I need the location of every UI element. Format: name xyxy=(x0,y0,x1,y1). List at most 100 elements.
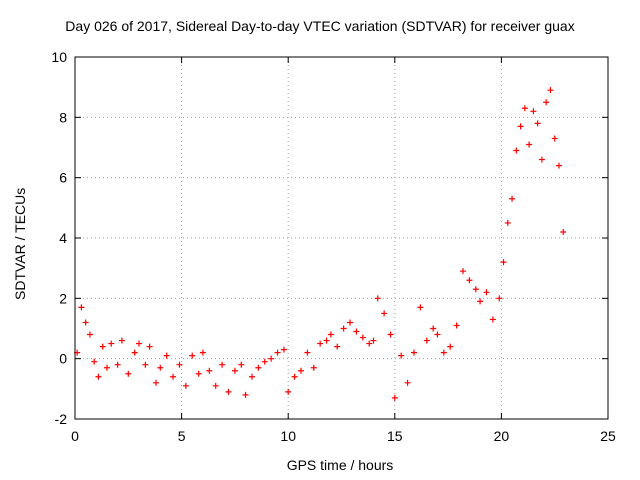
data-point xyxy=(118,337,125,344)
data-point xyxy=(496,295,503,302)
chart-title: Day 026 of 2017, Sidereal Day-to-day VTE… xyxy=(65,18,575,34)
data-point xyxy=(195,370,202,377)
data-points xyxy=(74,87,567,401)
data-point xyxy=(327,331,334,338)
y-tick-label: 0 xyxy=(59,351,67,367)
x-tick-label: 5 xyxy=(178,428,186,444)
data-point xyxy=(530,108,537,115)
data-point xyxy=(387,331,394,338)
x-tick-label: 20 xyxy=(494,428,510,444)
data-point xyxy=(347,319,354,326)
data-point xyxy=(238,361,245,368)
data-point xyxy=(99,343,106,350)
data-point xyxy=(466,277,473,284)
data-point xyxy=(212,382,219,389)
data-point xyxy=(513,147,520,154)
data-point xyxy=(163,352,170,359)
data-point xyxy=(381,310,388,317)
data-point xyxy=(146,343,153,350)
data-point xyxy=(453,322,460,329)
data-point xyxy=(509,195,516,202)
y-axis-label: SDTVAR / TECUs xyxy=(12,187,28,300)
data-point xyxy=(91,358,98,365)
data-point xyxy=(334,343,341,350)
grid-lines xyxy=(75,57,608,419)
data-point xyxy=(255,364,262,371)
data-point xyxy=(359,334,366,341)
data-point xyxy=(543,99,550,106)
data-point xyxy=(434,331,441,338)
data-point xyxy=(114,361,121,368)
data-point xyxy=(125,370,132,377)
data-point xyxy=(534,120,541,127)
data-point xyxy=(460,268,467,275)
data-point xyxy=(560,228,567,235)
data-point xyxy=(225,388,232,395)
data-point xyxy=(170,373,177,380)
data-point xyxy=(280,346,287,353)
data-point xyxy=(317,340,324,347)
y-tick-label: 8 xyxy=(59,109,67,125)
data-point xyxy=(268,355,275,362)
data-point xyxy=(310,364,317,371)
x-tick-label: 15 xyxy=(387,428,403,444)
data-point xyxy=(440,349,447,356)
y-tick-label: 2 xyxy=(59,290,67,306)
data-point xyxy=(417,304,424,311)
plot-frame xyxy=(74,56,609,420)
data-point xyxy=(370,337,377,344)
x-tick-label: 25 xyxy=(600,428,616,444)
x-tick-label: 10 xyxy=(280,428,296,444)
data-point xyxy=(521,105,528,112)
data-point xyxy=(304,349,311,356)
data-point xyxy=(103,364,110,371)
data-point xyxy=(274,349,281,356)
data-point xyxy=(108,340,115,347)
data-point xyxy=(182,382,189,389)
data-point xyxy=(526,141,533,148)
data-point xyxy=(410,349,417,356)
data-point xyxy=(353,328,360,335)
data-point xyxy=(157,364,164,371)
data-point xyxy=(135,340,142,347)
data-point xyxy=(95,373,102,380)
data-point xyxy=(366,340,373,347)
data-point xyxy=(231,367,238,374)
data-point xyxy=(261,358,268,365)
data-point xyxy=(199,349,206,356)
data-point xyxy=(323,337,330,344)
data-point xyxy=(447,343,454,350)
data-point xyxy=(551,135,558,142)
data-point xyxy=(219,361,226,368)
data-point xyxy=(489,316,496,323)
data-point xyxy=(291,373,298,380)
data-point xyxy=(242,391,249,398)
data-point xyxy=(78,304,85,311)
data-point xyxy=(86,331,93,338)
data-point xyxy=(500,259,507,266)
data-point xyxy=(153,379,160,386)
data-point xyxy=(404,379,411,386)
x-tick-label: 0 xyxy=(71,428,79,444)
data-point xyxy=(538,156,545,163)
y-tick-label: 4 xyxy=(59,230,67,246)
y-tick-label: 6 xyxy=(59,170,67,186)
data-point xyxy=(555,162,562,169)
data-point xyxy=(398,352,405,359)
data-point xyxy=(517,123,524,130)
data-point xyxy=(285,388,292,395)
data-point xyxy=(176,361,183,368)
data-point xyxy=(248,373,255,380)
data-point xyxy=(547,87,554,94)
data-point xyxy=(131,349,138,356)
y-tick-label: 10 xyxy=(51,49,67,65)
data-point xyxy=(206,367,213,374)
data-point xyxy=(391,394,398,401)
data-point xyxy=(142,361,149,368)
x-axis-label: GPS time / hours xyxy=(286,457,394,473)
data-point xyxy=(472,286,479,293)
data-point xyxy=(504,219,511,226)
data-point xyxy=(189,352,196,359)
